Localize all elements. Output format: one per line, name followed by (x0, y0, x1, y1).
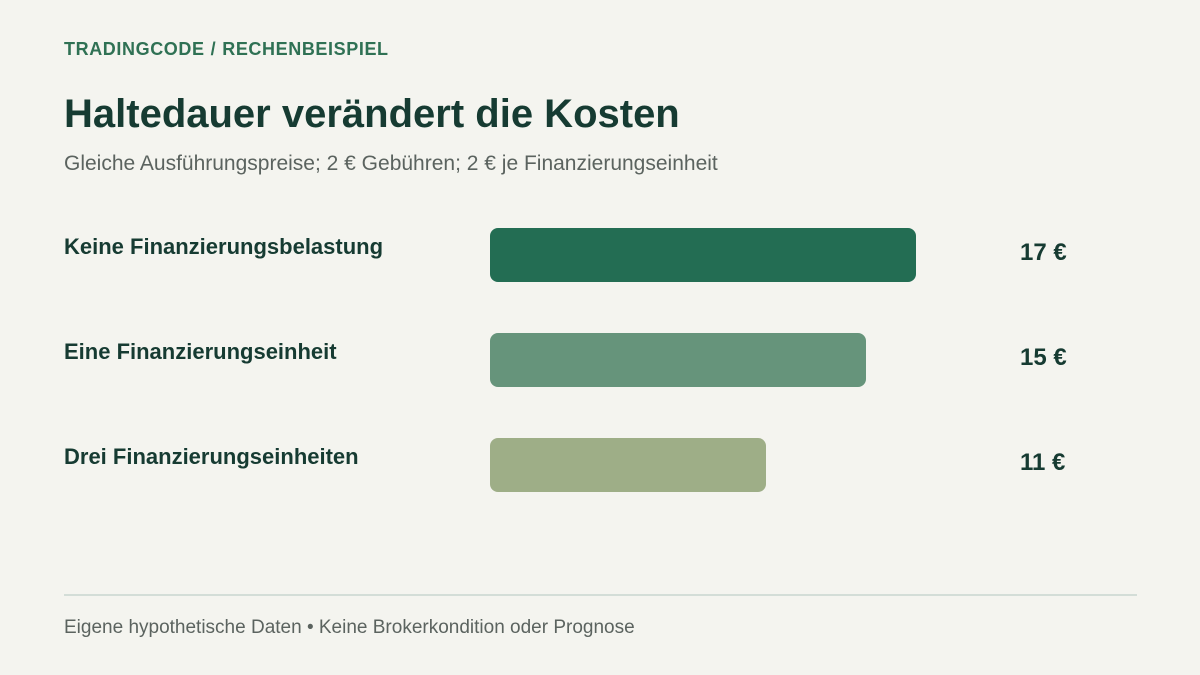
kicker-brand: TRADINGCODE (64, 39, 205, 59)
value-label: 17 € (1020, 239, 1067, 266)
footer-divider (64, 594, 1137, 596)
kicker-section: RECHENBEISPIEL (222, 39, 389, 59)
value-label: 15 € (1020, 344, 1067, 371)
value-label: 11 € (1020, 449, 1066, 476)
chart-title: Haltedauer verändert die Kosten (64, 92, 680, 136)
category-label: Keine Finanzierungsbelastung (64, 234, 384, 259)
kicker: TRADINGCODE / RECHENBEISPIEL (64, 39, 389, 60)
bar (490, 228, 916, 282)
footer-note: Eigene hypothetische Daten • Keine Broke… (64, 617, 635, 638)
kicker-separator: / (210, 39, 217, 59)
bar (490, 438, 766, 492)
category-label: Drei Finanzierungseinheiten (64, 444, 359, 469)
category-label: Eine Finanzierungseinheit (64, 339, 337, 364)
bar (490, 333, 866, 387)
chart-subtitle: Gleiche Ausführungspreise; 2 € Gebühren;… (64, 152, 718, 175)
